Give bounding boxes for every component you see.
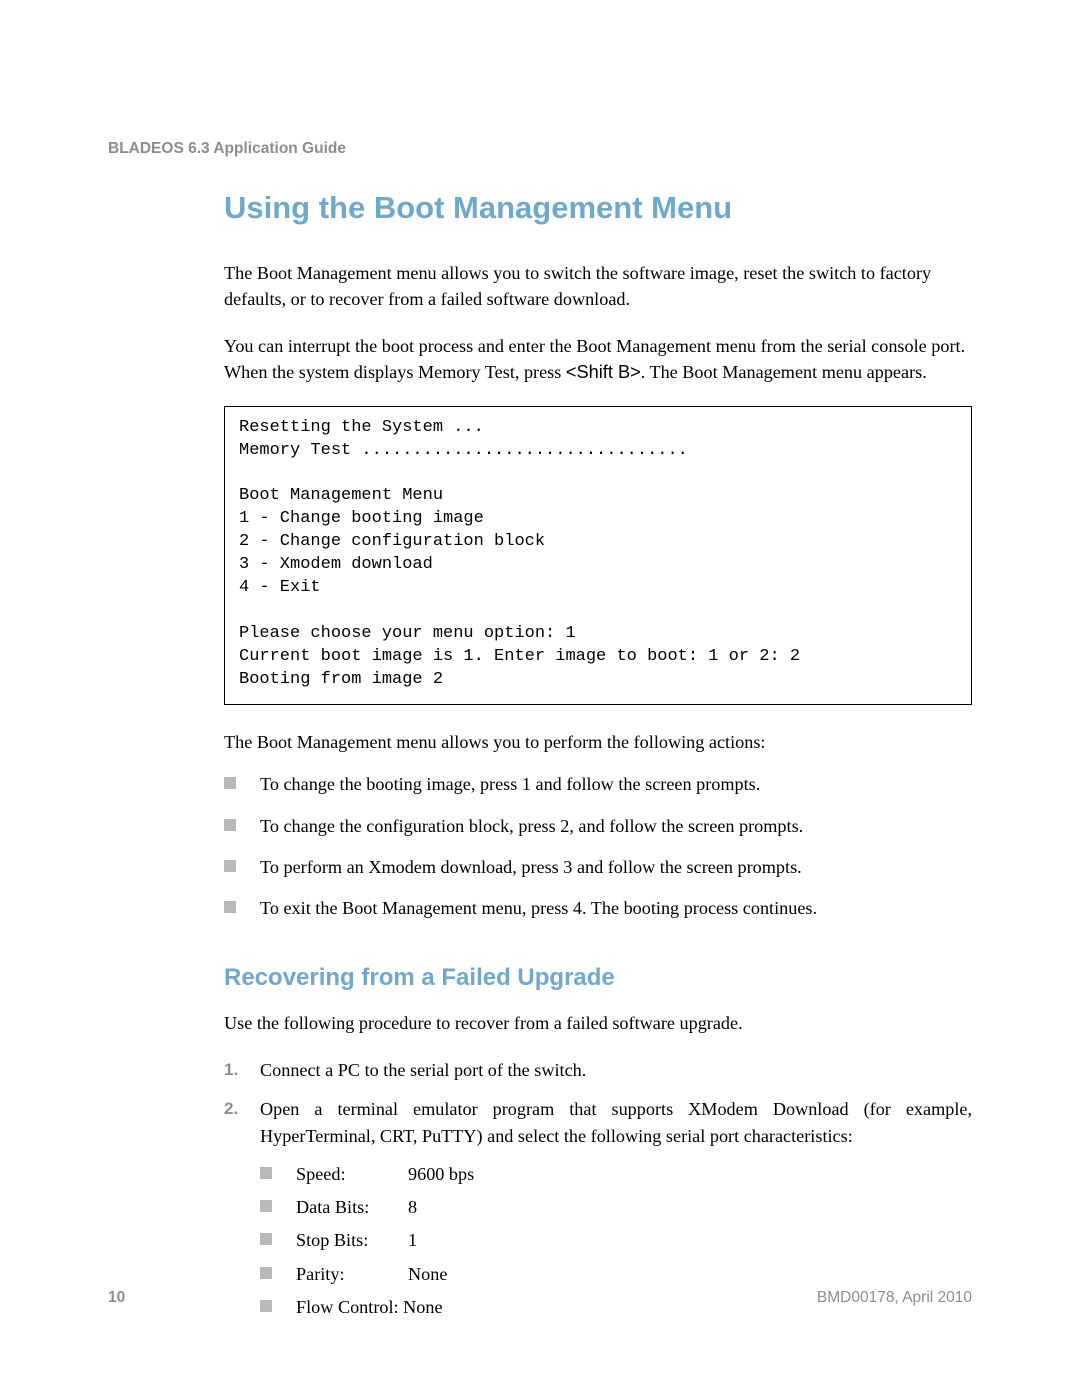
spec-value: None [408,1264,447,1284]
spec-value: 8 [408,1197,417,1217]
list-item: To perform an Xmodem download, press 3 a… [224,854,972,881]
spec-label: Stop Bits: [296,1227,408,1254]
spec-speed: Speed:9600 bps [260,1161,972,1188]
square-bullet-icon [260,1200,272,1212]
step-1-text: Connect a PC to the serial port of the s… [260,1060,586,1080]
spec-label: Parity: [296,1261,408,1288]
shift-b-key: <Shift B> [566,362,641,382]
square-bullet-icon [224,860,236,872]
page-footer: 10 BMD00178, April 2010 [108,1289,972,1307]
recovery-steps: Connect a PC to the serial port of the s… [224,1057,972,1321]
content-area: Using the Boot Management Menu The Boot … [224,190,972,1321]
list-item-text: To perform an Xmodem download, press 3 a… [260,857,802,877]
actions-list: To change the booting image, press 1 and… [224,771,972,922]
list-item-text: To change the configuration block, press… [260,816,803,836]
square-bullet-icon [224,777,236,789]
spec-label: Speed: [296,1161,408,1188]
doc-reference: BMD00178, April 2010 [817,1289,972,1307]
section-heading-recovering: Recovering from a Failed Upgrade [224,964,972,992]
spec-value: 9600 bps [408,1164,474,1184]
spec-value: 1 [408,1230,417,1250]
square-bullet-icon [260,1233,272,1245]
page-number: 10 [108,1289,125,1307]
step-2: Open a terminal emulator program that su… [224,1096,972,1321]
square-bullet-icon [224,819,236,831]
list-item: To exit the Boot Management menu, press … [224,895,972,922]
intro-paragraph-2: You can interrupt the boot process and e… [224,333,972,386]
list-item-text: To exit the Boot Management menu, press … [260,898,817,918]
spec-data-bits: Data Bits:8 [260,1194,972,1221]
spec-label: Data Bits: [296,1194,408,1221]
list-item-text: To change the booting image, press 1 and… [260,774,760,794]
recover-paragraph: Use the following procedure to recover f… [224,1010,972,1036]
spec-parity: Parity:None [260,1261,972,1288]
list-item: To change the configuration block, press… [224,813,972,840]
step-2-text: Open a terminal emulator program that su… [260,1099,972,1146]
list-item: To change the booting image, press 1 and… [224,771,972,798]
after-code-paragraph: The Boot Management menu allows you to p… [224,729,972,755]
spec-stop-bits: Stop Bits:1 [260,1227,972,1254]
doc-header: BLADEOS 6.3 Application Guide [108,140,972,158]
square-bullet-icon [260,1167,272,1179]
square-bullet-icon [224,901,236,913]
boot-menu-code-block: Resetting the System ... Memory Test ...… [224,406,972,705]
intro-p2-text-b: . The Boot Management menu appears. [641,362,927,382]
page: BLADEOS 6.3 Application Guide Using the … [0,0,1080,1397]
step-1: Connect a PC to the serial port of the s… [224,1057,972,1084]
page-title: Using the Boot Management Menu [224,190,972,226]
square-bullet-icon [260,1267,272,1279]
intro-paragraph-1: The Boot Management menu allows you to s… [224,260,972,313]
